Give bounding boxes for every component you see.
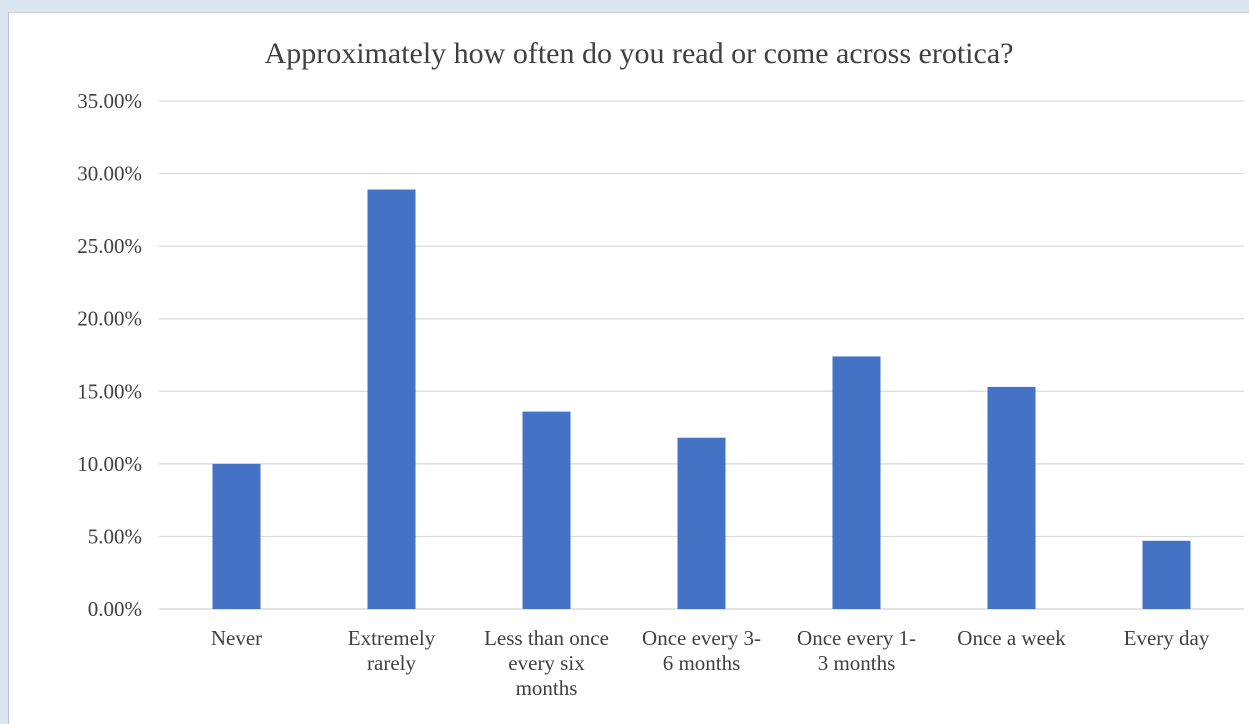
- y-tick-label: 15.00%: [77, 379, 142, 403]
- y-tick-label: 25.00%: [77, 234, 142, 258]
- y-tick-label: 35.00%: [77, 89, 142, 113]
- bar: [212, 463, 261, 609]
- x-category-label: Once a week: [957, 626, 1066, 650]
- y-tick-label: 20.00%: [77, 307, 142, 331]
- y-tick-label: 5.00%: [88, 524, 142, 548]
- y-tick-label: 30.00%: [77, 162, 142, 186]
- y-tick-label: 0.00%: [88, 597, 142, 621]
- x-category-label: Once every 1-3 months: [797, 626, 916, 675]
- bar: [677, 437, 726, 609]
- y-axis-tick-labels: 0.00% 5.00% 10.00% 15.00% 20.00% 25.00% 30.00%…: [77, 89, 142, 621]
- x-category-label: Once every 3-6 months: [642, 626, 761, 675]
- bar: [1142, 540, 1191, 609]
- bar: [367, 189, 416, 609]
- chart-title: Approximately how often do you read or c…: [265, 37, 1014, 70]
- x-axis-category-labels: Never Extremely rarely Less than once every …: [211, 626, 1210, 700]
- bars: [212, 189, 1191, 609]
- x-category-label: Every day: [1124, 626, 1210, 650]
- chart-panel: Approximately how often do you read or c…: [8, 12, 1249, 724]
- y-tick-label: 10.00%: [77, 452, 142, 476]
- x-category-label: Less than once every six months: [484, 626, 609, 700]
- bar: [522, 411, 571, 609]
- x-category-label: Never: [211, 626, 262, 650]
- bar: [987, 386, 1036, 609]
- x-category-label: Extremely rarely: [348, 626, 436, 675]
- gridlines: [159, 100, 1244, 610]
- bar: [832, 356, 881, 609]
- bar-chart: Approximately how often do you read or c…: [77, 37, 1244, 700]
